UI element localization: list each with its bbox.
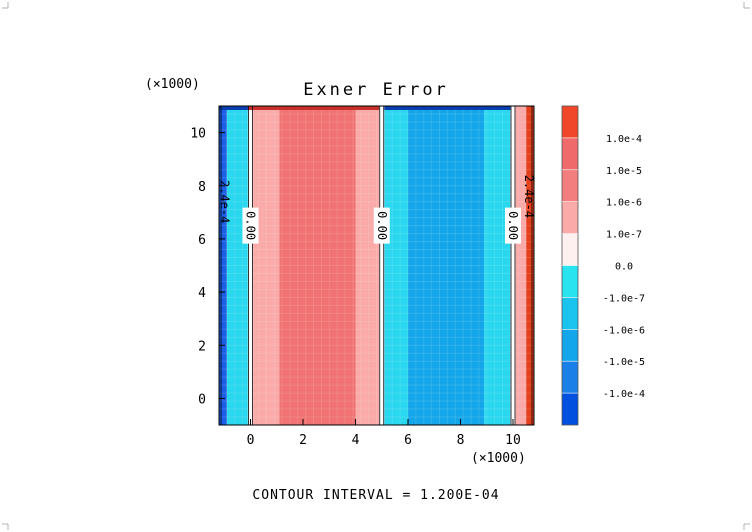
colorbar-label: -1.0e-4 [603,389,645,400]
y-tick-label: 0 [198,392,206,407]
y-tick-label: 10 [190,127,206,142]
contour-labels: 0.00 0.00 0.002.4e-4 2.4e-4 [217,175,536,244]
band-7 [384,106,408,425]
plot-area [218,105,535,426]
colorbar-label: -1.0e-7 [603,293,645,304]
contour-label: 2.4e-4 [217,180,231,223]
y-tick-label: 2 [198,339,206,354]
y-tick-label: 8 [198,180,206,195]
band-12 [526,106,534,425]
colorbar-swatch [562,265,578,298]
band-4 [279,106,356,425]
top-boundary-warm [219,106,380,110]
colorbar-swatch [562,297,578,330]
band-11 [515,106,527,425]
colorbar-swatch [562,201,578,234]
band-6 [379,106,385,425]
contour-label: 0.00 [244,211,258,240]
colorbar-label: 0.0 [615,262,633,273]
y-tick-label: 4 [198,286,206,301]
x-tick-label: 0 [247,433,255,448]
band-5 [355,106,380,425]
contour-label: 0.00 [506,211,520,240]
band-9 [484,106,511,425]
band-0 [219,106,227,425]
band-3 [253,106,280,425]
chart-title: Exner Error [303,80,449,100]
band-10 [510,106,516,425]
contour-interval-text: CONTOUR INTERVAL = 1.200E-04 [252,488,499,503]
colorbar-label: 1.0e-4 [606,134,642,145]
top-boundary-cool [384,106,511,110]
plot-frame [218,105,535,426]
x-tick-label: 4 [352,433,360,448]
colorbar-swatch [562,106,578,138]
band-2 [247,106,254,425]
x-tick-label: 10 [505,433,521,448]
contour-label-bg [373,207,390,244]
contour-label: 2.4e-4 [522,175,536,218]
y-axis: 0 2 4 6 8 10 [190,127,225,407]
colorbar-label: -1.0e-6 [603,325,645,336]
colorbar-label: 1.0e-5 [606,166,642,177]
colorbar-swatch [562,137,578,170]
colorbar-swatch [562,169,578,202]
contour-label: 0.00 [375,211,389,240]
colorbar-swatch [562,361,578,394]
top-boundary-cool-left [219,106,248,110]
colorbar: -1.0e-4 -1.0e-5 -1.0e-6 -1.0e-7 0.0 1.0e-7 1.0… [561,105,645,426]
x-tick-label: 8 [457,433,465,448]
x-tick-label: 2 [299,433,307,448]
colorbar-label: 1.0e-7 [606,230,642,241]
contour-label-bg [242,207,259,244]
x-axis: 0 2 4 6 8 10 [247,419,521,448]
colorbar-swatch [562,393,578,425]
x-tick-label: 6 [404,433,412,448]
y-tick-label: 6 [198,233,206,248]
colorbar-label: -1.0e-5 [603,357,645,368]
contour-label-bg [505,207,521,244]
colorbar-swatch [562,329,578,362]
colorbar-swatch [562,233,578,266]
x-multiplier-label: (×1000) [471,451,526,466]
y-multiplier-label: (×1000) [145,77,200,92]
band-1 [226,106,248,425]
colorbar-label: 1.0e-6 [606,198,642,209]
band-8 [408,106,485,425]
